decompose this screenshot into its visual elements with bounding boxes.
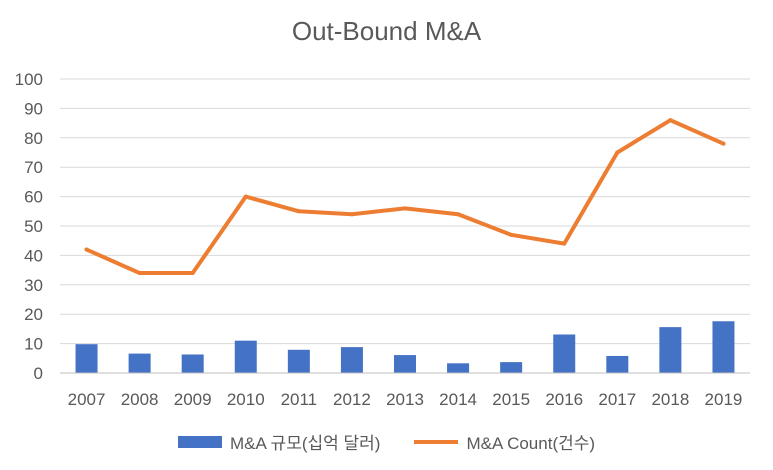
legend-swatch-line [414,439,459,444]
y-tick-label: 0 [34,364,43,383]
line-series-layer [84,118,726,276]
y-tick-label: 40 [24,246,43,265]
bar [394,355,416,373]
x-tick-label: 2008 [121,390,159,409]
line-point [296,209,301,214]
legend-label-bar: M&A 규모(십억 달러) [229,434,381,453]
y-tick-label: 20 [24,305,43,324]
x-tick-label: 2012 [333,390,371,409]
bar [606,355,629,373]
legend-item-bar[interactable]: M&A 규모(십억 달러) [177,429,381,454]
line-point [190,271,195,276]
x-tick-label: 2010 [227,390,265,409]
line-point [243,194,248,199]
line-point [84,247,89,252]
x-axis-ticks: 2007 2008 2009 2010 2011 2012 2013 2014 2015 2016… [68,390,743,409]
x-tick-label: 2011 [281,390,318,409]
line-point [668,118,673,123]
bar [128,353,151,373]
line-point [721,141,726,146]
bar [500,362,523,373]
line-point [349,212,354,217]
x-tick-label: 2018 [651,390,689,409]
y-tick-label: 30 [24,276,43,295]
y-tick-label: 80 [24,129,43,148]
y-tick-label: 100 [15,70,43,89]
bar-series-layer [75,321,735,373]
x-tick-label: 2015 [492,390,530,409]
grid-layer [60,78,750,345]
x-tick-label: 2014 [439,390,477,409]
y-tick-label: 70 [24,158,43,177]
legend-swatch-bar [177,435,222,448]
bar [712,321,735,373]
bar [287,349,310,373]
line-point [615,150,620,155]
y-tick-label: 10 [24,335,43,354]
bar [447,363,470,373]
y-tick-label: 50 [24,217,43,236]
line-point [509,232,514,237]
bar [181,354,204,373]
legend-item-line[interactable]: M&A Count(건수) [414,429,595,454]
x-tick-label: 2017 [598,390,636,409]
bar [340,347,363,373]
x-tick-label: 2009 [174,390,212,409]
bar [553,334,576,373]
line-point [562,241,567,246]
x-tick-label: 2019 [705,390,743,409]
legend: M&A 규모(십억 달러) M&A Count(건수) [0,429,773,454]
y-axis-ticks: 0 10 20 30 40 50 60 70 80 90 100 [15,70,43,383]
x-tick-label: 2016 [545,390,583,409]
x-tick-label: 2013 [386,390,424,409]
line-point [137,271,142,276]
bar [659,327,682,373]
y-tick-label: 90 [24,99,43,118]
y-tick-label: 60 [24,188,43,207]
x-tick-label: 2007 [68,390,106,409]
bar [75,344,98,373]
bar [234,340,257,373]
legend-label-line: M&A Count(건수) [466,434,596,453]
line-point [456,212,461,217]
line-point [403,206,407,211]
chart-title: Out-Bound M&A [291,16,482,46]
